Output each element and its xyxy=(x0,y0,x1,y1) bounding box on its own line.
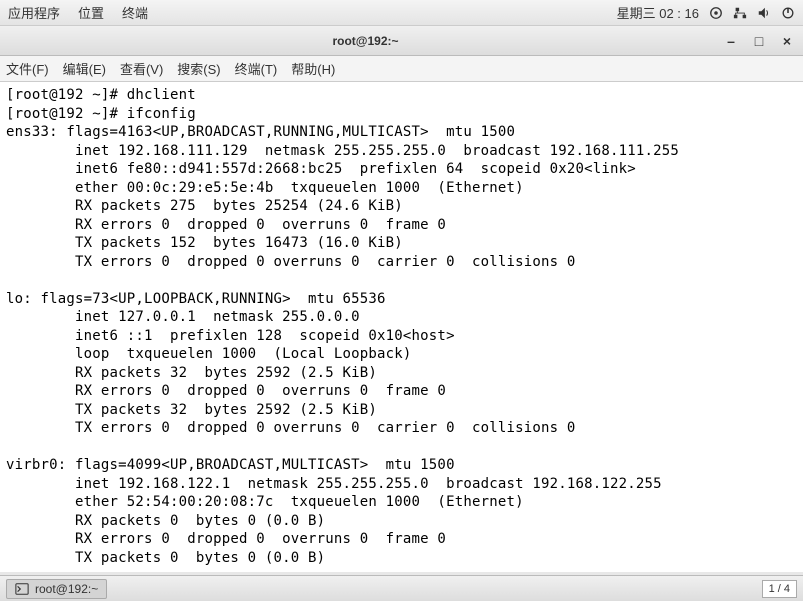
taskbar-item-label: root@192:~ xyxy=(35,582,98,596)
maximize-button[interactable]: □ xyxy=(751,33,767,49)
menubar: 文件(F) 编辑(E) 查看(V) 搜索(S) 终端(T) 帮助(H) xyxy=(0,56,803,82)
minimize-button[interactable]: – xyxy=(723,33,739,49)
menu-search[interactable]: 搜索(S) xyxy=(177,59,220,78)
terminal-menu[interactable]: 终端 xyxy=(122,3,148,22)
applications-menu[interactable]: 应用程序 xyxy=(8,3,60,22)
places-menu[interactable]: 位置 xyxy=(78,3,104,22)
terminal-output[interactable]: [root@192 ~]# dhclient [root@192 ~]# ifc… xyxy=(0,82,803,572)
network-icon[interactable] xyxy=(733,6,747,20)
window-buttons: – □ × xyxy=(723,33,795,49)
menu-terminal[interactable]: 终端(T) xyxy=(235,59,278,78)
menu-file[interactable]: 文件(F) xyxy=(6,59,49,78)
top-panel-left: 应用程序 位置 终端 xyxy=(8,3,148,22)
terminal-icon xyxy=(15,582,29,596)
datetime-label[interactable]: 星期三 02 : 16 xyxy=(617,3,699,22)
workspace-label: 1 / 4 xyxy=(769,583,790,595)
target-icon[interactable] xyxy=(709,6,723,20)
top-panel-right: 星期三 02 : 16 xyxy=(617,3,795,22)
power-icon[interactable] xyxy=(781,6,795,20)
window-title: root@192:~ xyxy=(8,34,723,48)
volume-icon[interactable] xyxy=(757,6,771,20)
menu-help[interactable]: 帮助(H) xyxy=(291,59,335,78)
window-titlebar[interactable]: root@192:~ – □ × xyxy=(0,26,803,56)
menu-edit[interactable]: 编辑(E) xyxy=(63,59,106,78)
taskbar-item-terminal[interactable]: root@192:~ xyxy=(6,579,107,599)
top-panel: 应用程序 位置 终端 星期三 02 : 16 xyxy=(0,0,803,26)
bottom-panel: root@192:~ 1 / 4 xyxy=(0,575,803,601)
close-button[interactable]: × xyxy=(779,33,795,49)
workspace-switcher[interactable]: 1 / 4 xyxy=(762,580,797,598)
menu-view[interactable]: 查看(V) xyxy=(120,59,163,78)
